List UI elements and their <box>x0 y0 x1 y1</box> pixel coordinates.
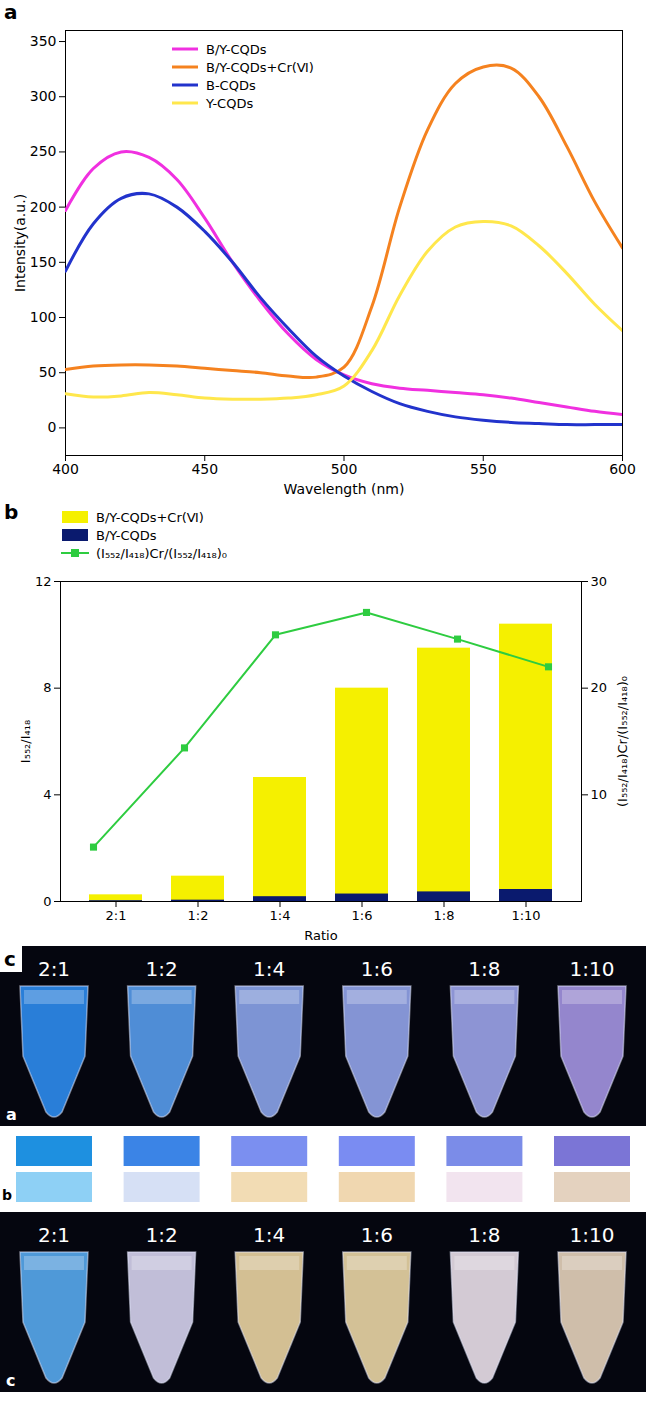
svg-text:100: 100 <box>30 309 57 325</box>
html-text:B/Y-CQDs+Cr(Ⅵ): B/Y-CQDs+Cr(Ⅵ) <box>96 509 204 525</box>
svg-text:12: 12 <box>35 574 52 589</box>
svg-text:I₅₅₂/I₄₁₈: I₅₅₂/I₄₁₈ <box>18 720 33 763</box>
svg-text:2:1: 2:1 <box>38 1223 70 1247</box>
svg-text:1:8: 1:8 <box>468 957 500 981</box>
svg-text:1:10: 1:10 <box>570 957 615 981</box>
svg-text:1:2: 1:2 <box>146 1223 178 1247</box>
svg-text:600: 600 <box>609 461 636 477</box>
svg-text:50: 50 <box>39 364 57 380</box>
svg-text:450: 450 <box>191 461 218 477</box>
svg-text:b: b <box>2 1187 12 1203</box>
svg-text:300: 300 <box>30 88 57 104</box>
svg-text:Wavelength (nm): Wavelength (nm) <box>284 481 405 497</box>
svg-text:0: 0 <box>48 419 57 435</box>
svg-text:1:4: 1:4 <box>270 908 291 923</box>
svg-text:350: 350 <box>30 33 57 49</box>
svg-text:1:4: 1:4 <box>253 1223 285 1247</box>
svg-text:1:6: 1:6 <box>361 957 393 981</box>
svg-text:a: a <box>6 1105 17 1124</box>
svg-text:(I₅₅₂/I₄₁₈)Cr/(I₅₅₂/I₄₁₈)₀: (I₅₅₂/I₄₁₈)Cr/(I₅₅₂/I₄₁₈)₀ <box>615 676 630 807</box>
html-text:a: a <box>4 0 18 24</box>
svg-text:Intensity(a.u.): Intensity(a.u.) <box>12 194 28 292</box>
html-text:Y-CQDs: Y-CQDs <box>206 95 254 111</box>
svg-text:4: 4 <box>43 787 51 802</box>
html-text:b: b <box>4 500 19 524</box>
svg-text:0: 0 <box>43 894 51 909</box>
html-text:B/Y-CQDs: B/Y-CQDs <box>206 41 267 57</box>
html-text:(I₅₅₂/I₄₁₈)Cr/(I₅₅₂/I₄₁₈)₀: (I₅₅₂/I₄₁₈)Cr/(I₅₅₂/I₄₁₈)₀ <box>96 545 227 561</box>
svg-text:1:2: 1:2 <box>146 957 178 981</box>
svg-text:1:6: 1:6 <box>352 908 373 923</box>
svg-text:400: 400 <box>52 461 79 477</box>
svg-text:1:10: 1:10 <box>570 1223 615 1247</box>
svg-text:8: 8 <box>43 680 51 695</box>
svg-text:1:6: 1:6 <box>361 1223 393 1247</box>
svg-text:1:8: 1:8 <box>468 1223 500 1247</box>
svg-text:30: 30 <box>591 574 608 589</box>
svg-text:c: c <box>6 1371 15 1390</box>
svg-text:Ratio: Ratio <box>304 928 337 943</box>
svg-text:1:2: 1:2 <box>188 908 209 923</box>
svg-text:c: c <box>4 947 16 971</box>
html-text:B-CQDs: B-CQDs <box>206 77 256 93</box>
svg-text:1:4: 1:4 <box>253 957 285 981</box>
svg-text:10: 10 <box>591 787 608 802</box>
svg-text:550: 550 <box>470 461 497 477</box>
svg-text:2:1: 2:1 <box>106 908 127 923</box>
svg-text:250: 250 <box>30 143 57 159</box>
svg-text:2:1: 2:1 <box>38 957 70 981</box>
svg-text:1:10: 1:10 <box>511 908 540 923</box>
svg-text:500: 500 <box>331 461 358 477</box>
html-text:B/Y-CQDs: B/Y-CQDs <box>96 527 157 543</box>
svg-text:20: 20 <box>591 680 608 695</box>
svg-text:200: 200 <box>30 199 57 215</box>
svg-text:1:8: 1:8 <box>434 908 455 923</box>
svg-text:150: 150 <box>30 254 57 270</box>
html-text:B/Y-CQDs+Cr(Ⅵ): B/Y-CQDs+Cr(Ⅵ) <box>206 59 314 75</box>
